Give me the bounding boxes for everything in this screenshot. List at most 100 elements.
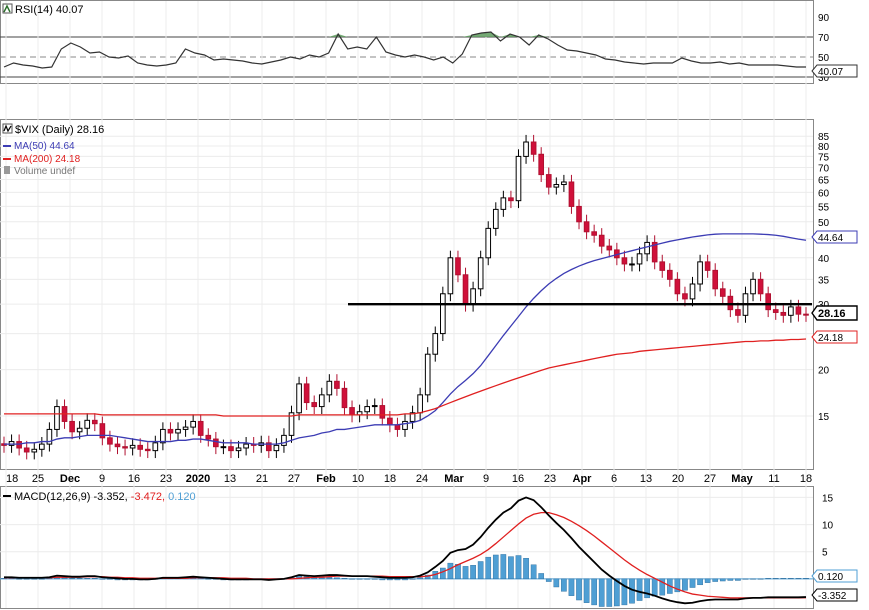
macd-hist-bar-101 — [765, 578, 771, 580]
x-axis-label-21: 20 — [672, 473, 684, 485]
x-axis-label-5: 23 — [160, 473, 172, 485]
candle-body-59 — [447, 257, 454, 295]
candle-body-23 — [175, 428, 181, 434]
macd-hist-bar-87 — [659, 578, 666, 596]
candle-body-13 — [99, 423, 106, 439]
candle-body-7 — [54, 406, 60, 430]
rsi-value-tag-text: 40.07 — [818, 67, 843, 78]
candle-body-66 — [500, 197, 507, 210]
x-axis-label-14: Mar — [444, 473, 464, 485]
candle-body-28 — [213, 438, 219, 448]
candle-body-26 — [197, 420, 204, 436]
candle-body-55 — [417, 394, 423, 414]
volume-legend-label: Volume undef — [14, 166, 75, 177]
macd-hist-bar-72 — [545, 578, 552, 582]
price-tick-label-2: 75 — [818, 152, 830, 163]
macd-hist-bar-9 — [69, 578, 75, 580]
candle-body-94 — [712, 269, 719, 290]
macd-hist-bar-67 — [508, 556, 514, 580]
macd-hist-bar-105 — [795, 578, 802, 580]
candle-body-22 — [167, 428, 174, 434]
candle-body-92 — [697, 261, 703, 285]
x-axis-label-13: 24 — [416, 473, 428, 485]
last-price-tag: 28.16 — [811, 305, 858, 321]
candle-body-77 — [583, 221, 590, 233]
candle-body-44 — [334, 380, 340, 389]
ma50-value-tag-text: 44.64 — [818, 233, 843, 244]
x-axis-label-8: 21 — [256, 473, 268, 485]
candle-body-51 — [387, 417, 393, 426]
candle-body-10 — [76, 427, 83, 433]
macd-hist-bar-8 — [61, 577, 68, 580]
macd-hist-bar-90 — [682, 578, 688, 591]
price-tick-label-3: 70 — [818, 164, 830, 175]
macd-hist-bar-14 — [107, 578, 113, 580]
price-tick-label-6: 55 — [818, 202, 830, 213]
macd-hist-bar-70 — [530, 564, 537, 580]
x-axis-label-1: 25 — [32, 473, 44, 485]
macd-value-tag-text: -3.352 — [818, 591, 847, 602]
x-axis-label-11: 10 — [352, 473, 364, 485]
candle-body-25 — [190, 420, 196, 428]
macd-plot — [0, 496, 813, 607]
candle-body-18 — [137, 444, 144, 450]
macd-hist-bar-48 — [364, 578, 370, 580]
macd-hist-bar-85 — [644, 578, 650, 599]
macd-hist-bar-2 — [16, 578, 22, 580]
candle-body-53 — [402, 420, 408, 430]
rsi-tick-label-3: 30 — [818, 73, 830, 84]
macd-hist-bar-73 — [553, 578, 560, 588]
x-axis-label-0: 18 — [6, 473, 18, 485]
candle-body-62 — [470, 288, 476, 305]
macd-hist-tag-box — [811, 569, 858, 583]
candle-body-2 — [16, 441, 22, 449]
price-title-group: $VIX (Daily) 28.16 MA(50) 44.64 MA(200) … — [2, 123, 104, 177]
ma50-value-tag: 44.64 — [811, 230, 858, 244]
macd-tick-label-1: 10 — [822, 521, 834, 532]
macd-hist-bar-63 — [477, 561, 484, 580]
rsi-line — [3, 31, 806, 69]
candle-body-5 — [39, 443, 45, 450]
candle-body-102 — [772, 309, 779, 313]
x-axis-label-4: 16 — [128, 473, 140, 485]
macd-hist-bar-3 — [23, 578, 30, 580]
ma200-value-tag-text: 24.18 — [818, 333, 843, 344]
x-axis-label-15: 9 — [483, 473, 489, 485]
candle-body-29 — [220, 446, 227, 449]
candle-body-68 — [515, 155, 522, 202]
candle-body-85 — [644, 241, 650, 255]
candle-body-101 — [765, 293, 771, 311]
candle-body-49 — [371, 405, 378, 408]
candle-body-67 — [508, 197, 514, 202]
x-axis-label-7: 13 — [224, 473, 236, 485]
macd-hist-bar-65 — [492, 554, 499, 580]
rsi-overbought-fill — [328, 32, 549, 37]
macd-hist-bar-74 — [561, 578, 567, 592]
macd-hist-bar-92 — [697, 578, 703, 586]
x-axis-label-24: 11 — [768, 473, 779, 485]
candle-body-36 — [273, 444, 280, 452]
candle-body-14 — [107, 437, 113, 445]
macd-hist-bar-97 — [735, 578, 741, 581]
candle-body-9 — [69, 420, 75, 433]
macd-hist-bar-102 — [772, 578, 779, 580]
candle-body-71 — [538, 153, 545, 176]
macd-hist-bar-54 — [409, 578, 416, 580]
candle-body-6 — [46, 428, 53, 445]
macd-hist-bar-59 — [447, 562, 454, 580]
macd-hist-bar-58 — [440, 567, 446, 580]
candle-body-30 — [228, 446, 234, 452]
candle-body-91 — [689, 283, 696, 300]
macd-hist-bar-11 — [84, 578, 91, 580]
macd-hist-bar-86 — [651, 578, 658, 597]
macd-hist-bar-49 — [371, 578, 378, 580]
candle-body-17 — [129, 444, 136, 449]
macd-hist-bar-77 — [583, 578, 590, 603]
price-tick-label-4: 65 — [818, 175, 830, 186]
candle-body-50 — [379, 405, 386, 419]
axis-labels: 9070503085807570656055504540353025201518… — [6, 13, 834, 559]
candle-body-57 — [432, 333, 439, 355]
candle-body-24 — [182, 426, 189, 430]
macd-hist-bar-27 — [205, 578, 212, 580]
candle-body-100 — [757, 278, 764, 295]
